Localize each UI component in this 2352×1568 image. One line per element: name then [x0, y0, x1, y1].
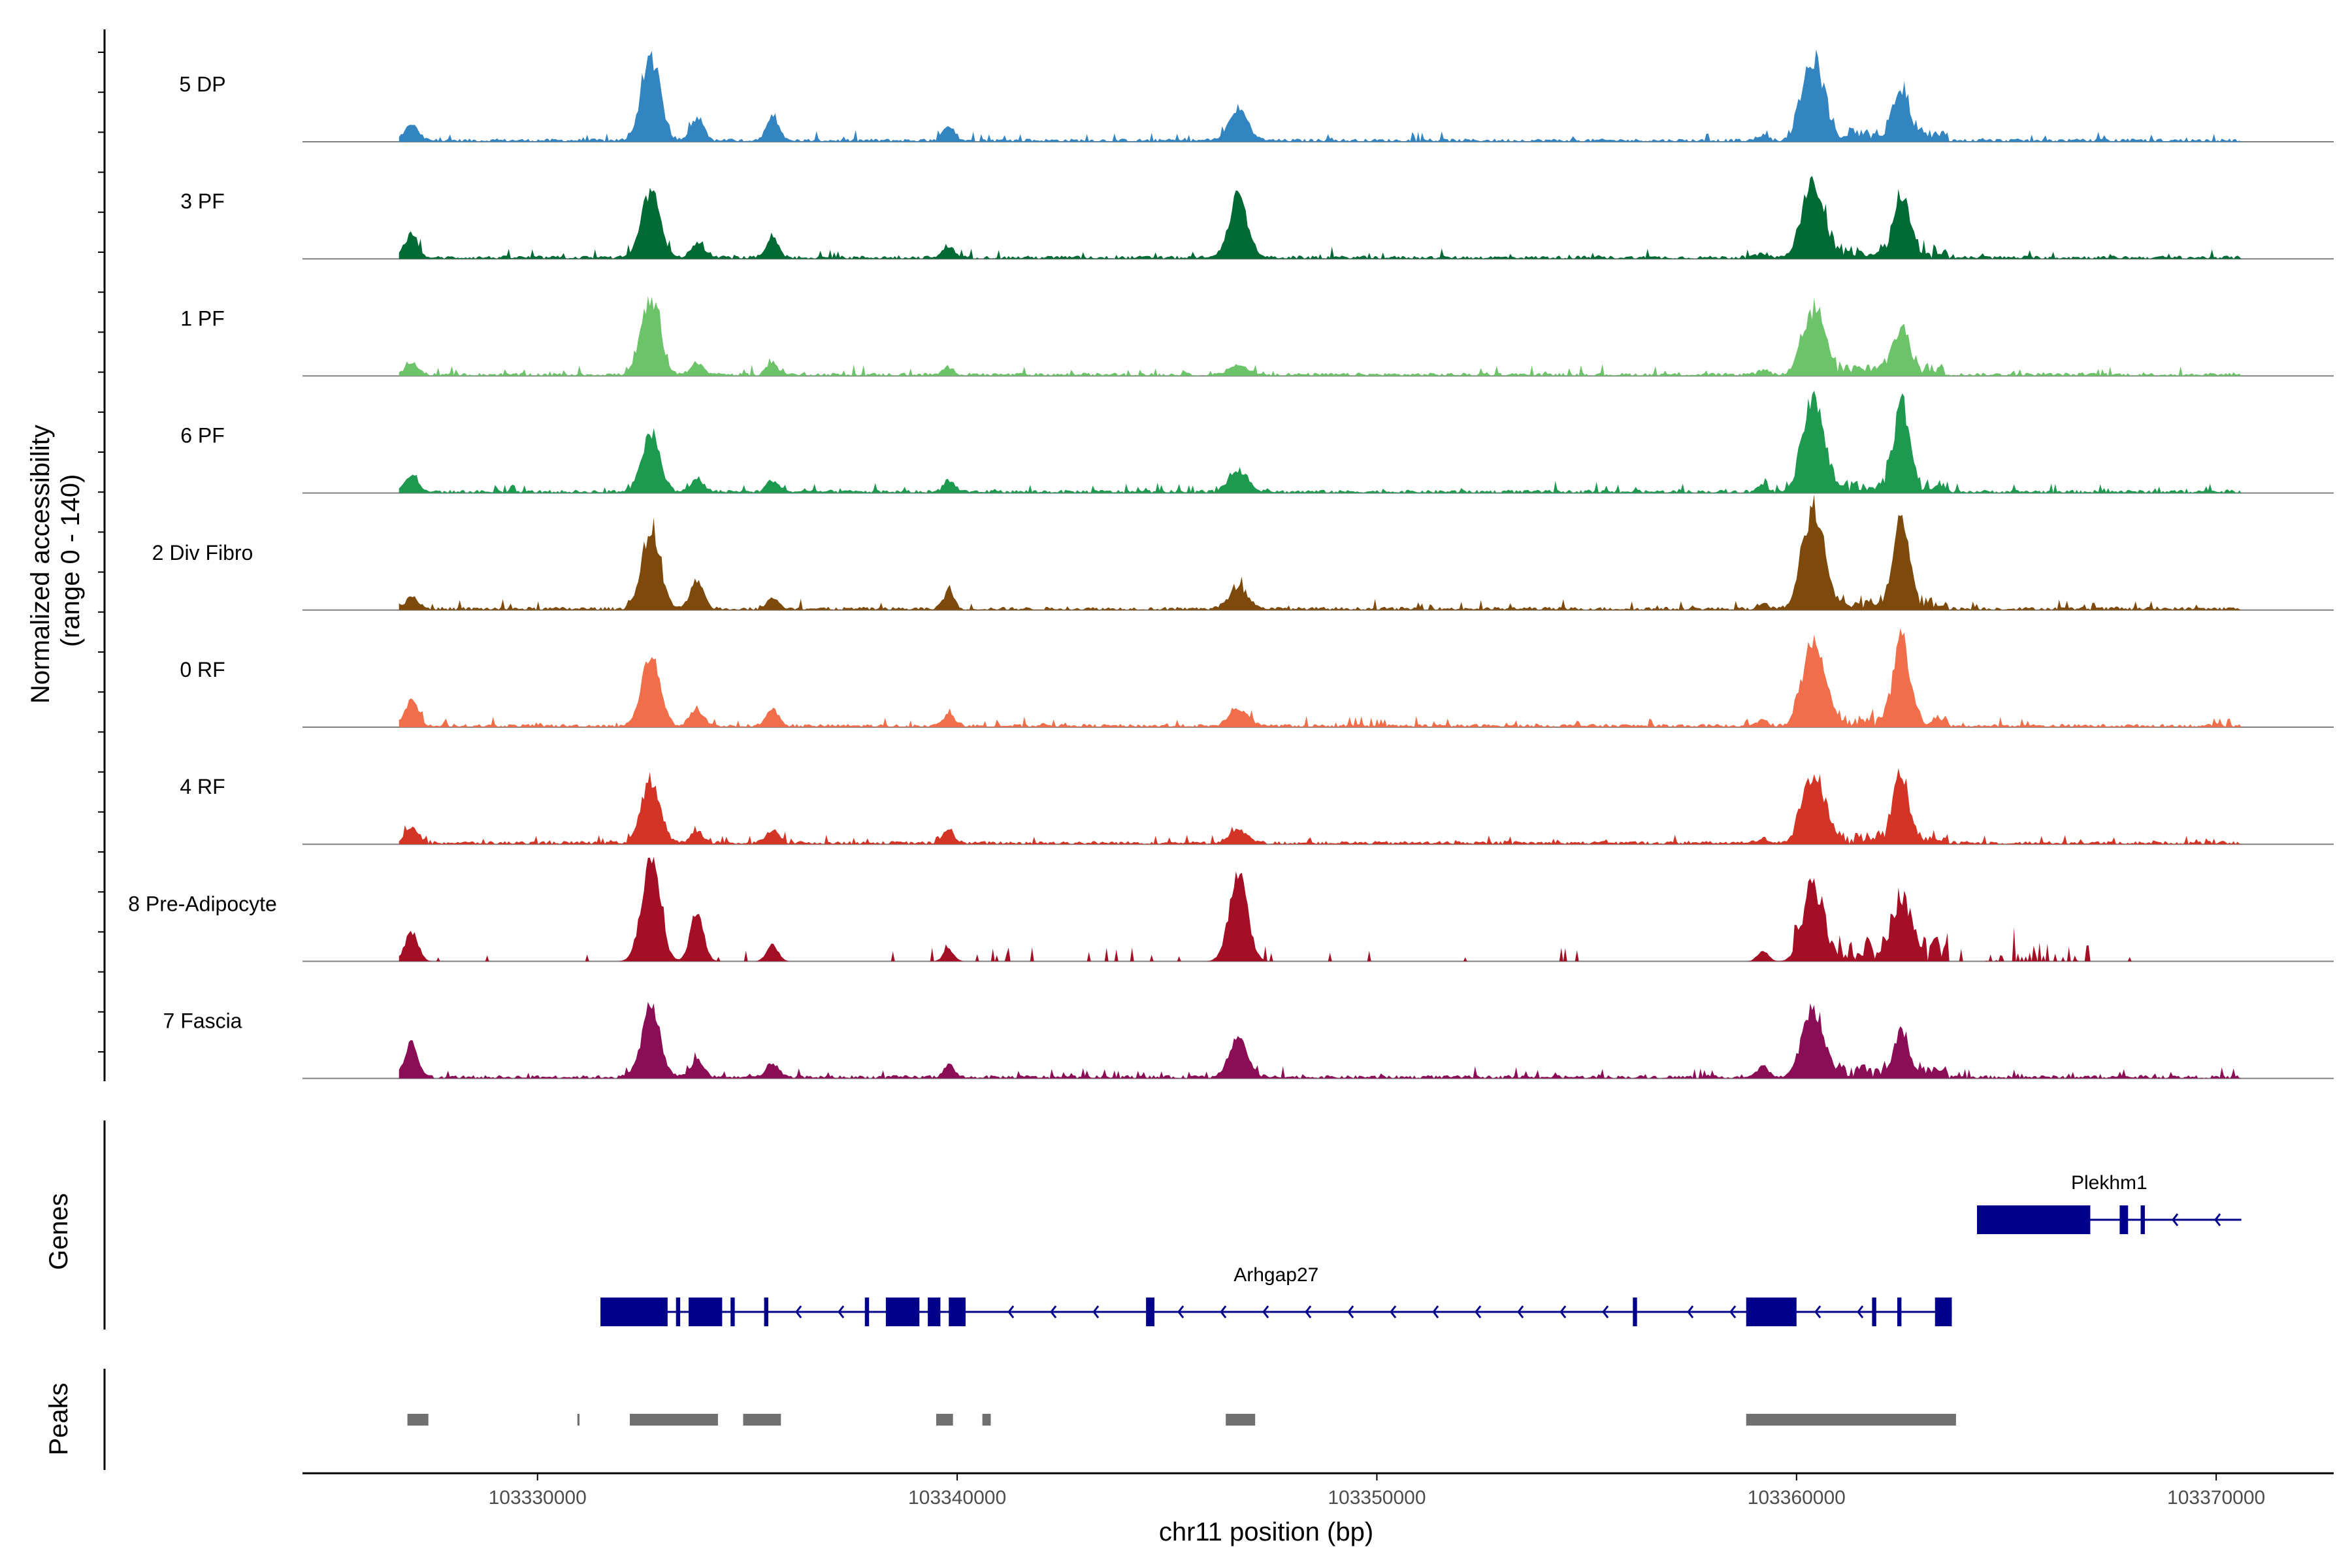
gene-exon	[864, 1298, 870, 1326]
track-label: 1 PF	[180, 306, 225, 330]
track: 5 DP	[179, 49, 2334, 142]
peak-region	[630, 1414, 718, 1426]
track: 4 RF	[180, 768, 2334, 845]
gene-exon	[949, 1298, 966, 1326]
gene-exon	[928, 1298, 941, 1326]
track-label: 5 DP	[179, 73, 225, 96]
track: 6 PF	[180, 391, 2334, 494]
strand-arrow	[1602, 1305, 1609, 1318]
track-label: 0 RF	[180, 658, 225, 681]
track-label: 6 PF	[180, 424, 225, 448]
x-axis: 103330000 103340000 103350000 103360000 1033…	[302, 1472, 2334, 1509]
strand-arrow	[1475, 1305, 1482, 1318]
peak-region	[1746, 1414, 1956, 1426]
gene-exon	[1897, 1298, 1902, 1326]
gene-exon	[1935, 1298, 1952, 1326]
strand-arrow	[1007, 1305, 1015, 1318]
peak-region	[577, 1414, 580, 1426]
y-axis-title: Normalized accessibility (range 0 - 140)	[26, 417, 85, 704]
peaks-label: Peaks	[44, 1382, 73, 1455]
track-label: 8 Pre-Adipocyte	[128, 892, 277, 915]
gene-name: Arhgap27	[1233, 1264, 1318, 1286]
gene-exon	[688, 1298, 723, 1326]
x-tick-label: 103340000	[908, 1487, 1006, 1509]
gene-exon	[2119, 1205, 2129, 1234]
track: 2 Div Fibro	[152, 495, 2334, 611]
peak-region	[743, 1414, 781, 1426]
strand-arrow	[838, 1305, 845, 1318]
y-axis-title-line2: (range 0 - 140)	[56, 474, 85, 647]
strand-arrow	[1347, 1305, 1354, 1318]
strand-arrow	[1390, 1305, 1397, 1318]
peak-region	[407, 1414, 429, 1426]
gene-name: Plekhm1	[2071, 1172, 2148, 1194]
strand-arrow	[1857, 1305, 1864, 1318]
gene-exon	[764, 1298, 769, 1326]
strand-arrow	[1432, 1305, 1439, 1318]
track: 3 PF	[180, 176, 2334, 260]
x-tick-label: 103350000	[1328, 1487, 1426, 1509]
gene-exon	[730, 1298, 735, 1326]
left-axes	[98, 29, 106, 1470]
peaks-track	[407, 1414, 1956, 1426]
strand-arrow	[1050, 1305, 1057, 1318]
gene-exon	[676, 1298, 681, 1326]
gene-annotation-track: Plekhm1 Arhgap27	[600, 1172, 2242, 1326]
y-axis-title-line1: Normalized accessibility	[26, 425, 55, 704]
strand-arrow	[1177, 1305, 1184, 1318]
accessibility-tracks: 5 DP 3 PF 1 PF 6 PF 2 Div Fibro 0 RF 4 RF 8 Pre…	[128, 49, 2334, 1079]
x-tick-label: 103330000	[489, 1487, 587, 1509]
peak-region	[982, 1414, 991, 1426]
genes-label: Genes	[44, 1193, 73, 1270]
strand-arrow	[1305, 1305, 1312, 1318]
strand-arrow	[2214, 1213, 2221, 1226]
gene-exon	[1633, 1298, 1637, 1326]
strand-arrow	[1729, 1305, 1737, 1318]
strand-arrow	[1560, 1305, 1567, 1318]
gene: Arhgap27	[600, 1264, 1952, 1326]
x-axis-title: chr11 position (bp)	[1159, 1518, 1373, 1546]
strand-arrow	[1092, 1305, 1100, 1318]
track-label: 2 Div Fibro	[152, 541, 253, 564]
track: 1 PF	[180, 296, 2334, 377]
gene-exon	[1146, 1298, 1154, 1326]
track: 7 Fascia	[163, 1002, 2334, 1079]
peak-region	[936, 1414, 953, 1426]
peak-region	[1226, 1414, 1256, 1426]
strand-arrow	[1262, 1305, 1269, 1318]
track: 8 Pre-Adipocyte	[128, 857, 2334, 962]
strand-arrow	[1814, 1305, 1821, 1318]
gene-exon	[1872, 1298, 1876, 1326]
gene-exon	[1746, 1298, 1797, 1326]
gene: Plekhm1	[1976, 1172, 2242, 1234]
track-label: 4 RF	[180, 775, 225, 798]
track-label: 3 PF	[180, 189, 225, 213]
strand-arrow	[1687, 1305, 1694, 1318]
x-tick-label: 103370000	[2167, 1487, 2265, 1509]
strand-arrow	[1517, 1305, 1524, 1318]
strand-arrow	[1220, 1305, 1227, 1318]
strand-arrow	[2172, 1213, 2179, 1226]
gene-exon	[2140, 1205, 2145, 1234]
strand-arrow	[795, 1305, 802, 1318]
track: 0 RF	[180, 628, 2334, 728]
gene-exon	[600, 1298, 668, 1326]
x-tick-label: 103360000	[1748, 1487, 1846, 1509]
track-label: 7 Fascia	[163, 1009, 242, 1033]
gene-exon	[1976, 1205, 2091, 1234]
gene-exon	[885, 1298, 920, 1326]
